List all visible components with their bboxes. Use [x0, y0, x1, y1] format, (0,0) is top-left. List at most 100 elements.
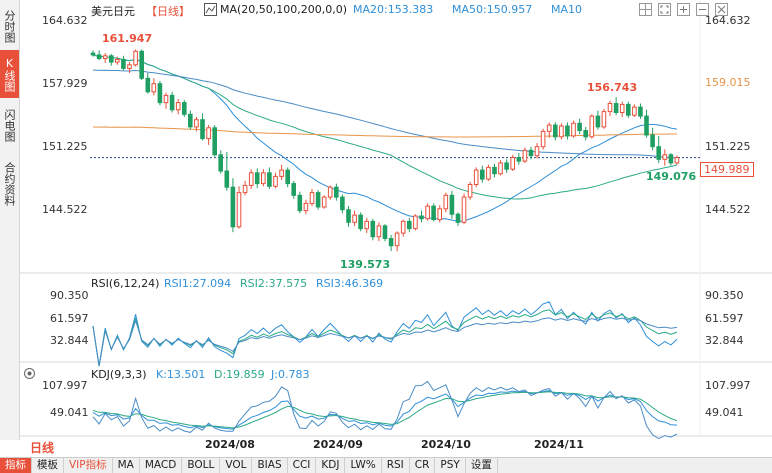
candle-down	[650, 134, 655, 148]
candle-down	[145, 77, 151, 93]
candle-up	[321, 196, 327, 208]
rsi-tick-right-1: 90.350	[705, 289, 744, 302]
candle-down	[504, 162, 509, 170]
indicator-tab-psy[interactable]: PSY	[435, 458, 466, 473]
close-icon[interactable]	[715, 3, 728, 16]
candle-up	[102, 55, 108, 59]
candle-down	[613, 103, 619, 113]
candle-up	[534, 146, 540, 157]
x-axis-label-oct: 2024/10	[421, 438, 471, 451]
candle-down	[668, 154, 674, 164]
indicator-tab-bias[interactable]: BIAS	[252, 458, 288, 473]
candle-down	[419, 215, 424, 220]
candle-down	[224, 170, 230, 188]
indicator-tab-[interactable]: 指标	[0, 458, 32, 473]
candle-down	[169, 94, 175, 111]
candle-up	[175, 102, 181, 111]
candle-down	[480, 169, 485, 180]
candle-down	[382, 225, 388, 239]
candle-up	[498, 162, 503, 175]
annotation-low-mid: 139.573	[340, 258, 391, 271]
indicator-tab-boll[interactable]: BOLL	[182, 458, 221, 473]
annotation-high-left: 161.947	[102, 32, 153, 45]
candle-down	[656, 146, 662, 160]
side-tab-flash-chart[interactable]: 闪电图	[3, 108, 16, 142]
rsi-tick-right-3: 32.844	[705, 334, 744, 347]
candle-down	[254, 172, 260, 185]
ma-settings-icon[interactable]	[204, 3, 217, 16]
kdj-tick-right-2: 49.041	[705, 406, 744, 419]
price-tick-left-3: 151.225	[42, 140, 88, 153]
candle-up	[194, 119, 199, 128]
current-price-label: 149.989	[700, 162, 754, 177]
candle-up	[461, 196, 467, 223]
candle-up	[364, 220, 369, 230]
candle-down	[230, 186, 236, 228]
candle-down	[388, 238, 394, 247]
indicator-tab-cr[interactable]: CR	[410, 458, 436, 473]
candle-down	[212, 127, 217, 156]
indicator-tab-vol[interactable]: VOL	[220, 458, 253, 473]
indicator-tab-vip[interactable]: VIP指标	[64, 458, 113, 473]
side-tab-timeshare[interactable]: 分时图	[3, 9, 16, 43]
chart-canvas[interactable]	[20, 0, 772, 440]
indicator-tab-[interactable]: 模板	[32, 458, 64, 473]
price-tick-left-4: 144.522	[42, 203, 88, 216]
rsi1-value: RSI1:27.094	[164, 277, 232, 290]
period-select-button[interactable]: 日线	[30, 441, 55, 455]
candle-down	[565, 125, 570, 137]
candle-up	[303, 202, 309, 212]
rsi-label: RSI(6,12,24)	[91, 277, 160, 290]
symbol-title: 美元日元	[91, 5, 135, 18]
kline-chart-area[interactable]: 美元日元 【日线】 MA(20,50,100,200,0,0) MA20:153…	[20, 0, 772, 451]
candle-down	[200, 119, 205, 140]
candle-up	[279, 169, 284, 177]
candle-up	[413, 215, 418, 230]
zoom-in-icon[interactable]	[677, 3, 690, 16]
annotation-high-right: 156.743	[587, 81, 638, 94]
side-tab-kline[interactable]: K线图	[0, 50, 19, 98]
side-tab-contract-info[interactable]: 合约资料	[3, 162, 16, 206]
ma10-value: MA10	[551, 3, 583, 16]
kdj-tick-right-1: 107.997	[705, 379, 751, 392]
x-axis-label-nov: 2024/11	[534, 438, 584, 451]
indicator-tab-macd[interactable]: MACD	[140, 458, 183, 473]
indicator-tab-kdj[interactable]: KDJ	[316, 458, 346, 473]
indicator-tab-rsi[interactable]: RSI	[382, 458, 410, 473]
candle-down	[297, 194, 303, 212]
price-tick-right-2: 159.015	[705, 76, 751, 89]
kdj-label: KDJ(9,3,3)	[91, 368, 147, 381]
candle-down	[340, 196, 345, 211]
kdj-j-line	[92, 380, 678, 440]
ma-label: MA(20,50,100,200,0,0)	[220, 3, 348, 16]
candle-down	[492, 166, 497, 175]
candle-down	[455, 213, 461, 223]
price-tick-left-2: 157.929	[42, 77, 88, 90]
candle-down	[182, 102, 187, 115]
candle-up	[133, 50, 138, 66]
candle-up	[632, 106, 637, 116]
price-tick-right-3: 151.225	[705, 140, 751, 153]
candle-down	[346, 209, 351, 223]
candle-up	[467, 184, 473, 198]
ma20-value: MA20:153.383	[353, 3, 434, 16]
kdj-settings-icon[interactable]	[23, 367, 36, 380]
zoom-out-icon[interactable]	[696, 3, 709, 16]
candle-up	[327, 186, 333, 198]
rsi-tick-left-1: 90.350	[50, 289, 89, 302]
indicator-tab-[interactable]: 设置	[466, 458, 498, 473]
grid-icon[interactable]	[639, 3, 652, 16]
candle-down	[516, 157, 522, 162]
rsi3-value: RSI3:46.369	[316, 277, 384, 290]
indicator-tab-cci[interactable]: CCI	[288, 458, 317, 473]
indicator-tab-ma[interactable]: MA	[113, 458, 140, 473]
indicator-tab-lw[interactable]: LW%	[345, 458, 382, 473]
candle-up	[242, 184, 248, 194]
x-axis-label-sep: 2024/09	[313, 438, 363, 451]
candle-down	[109, 55, 114, 63]
expand-icon[interactable]	[658, 3, 671, 16]
rsi2-value: RSI2:37.575	[240, 277, 308, 290]
candle-up	[674, 157, 680, 164]
kdj-d-value: D:19.859	[214, 368, 265, 381]
candle-down	[315, 192, 321, 208]
